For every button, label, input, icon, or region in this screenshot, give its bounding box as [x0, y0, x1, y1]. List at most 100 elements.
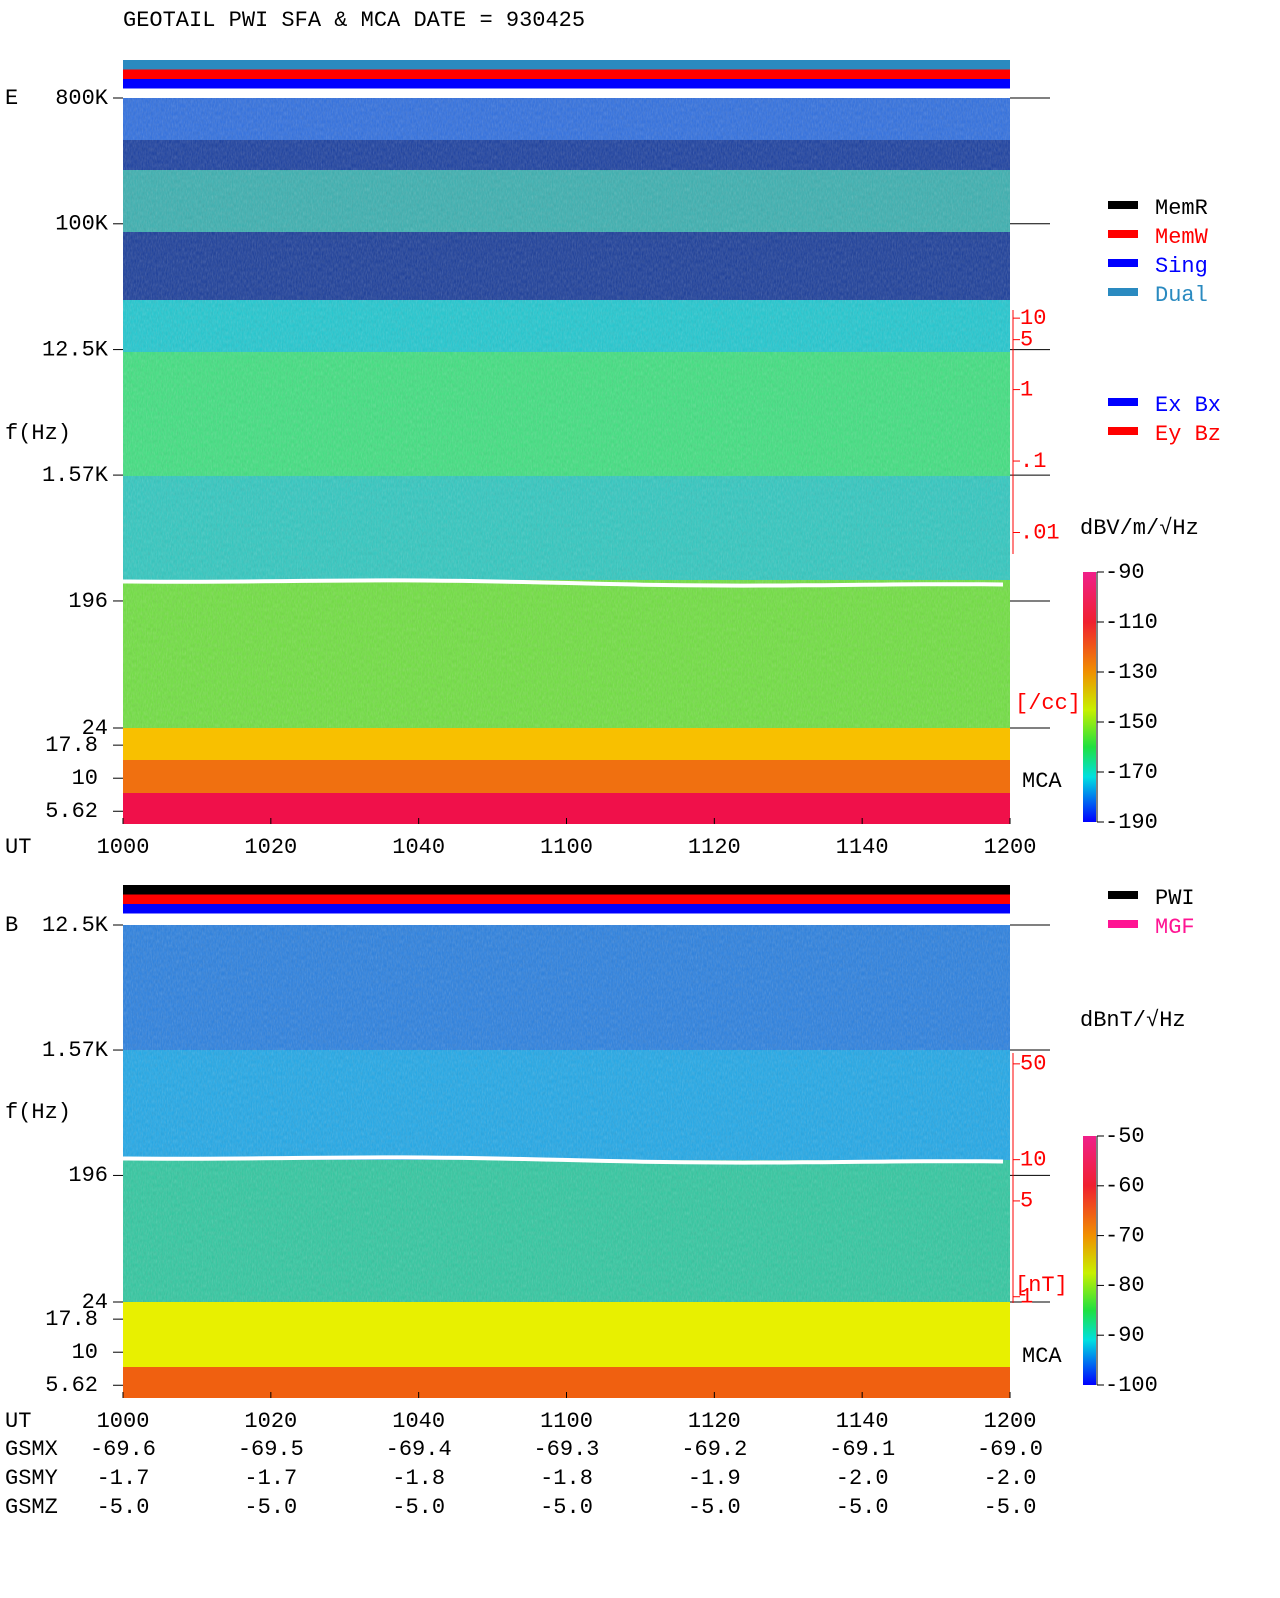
colorbar-tick-label: -190 — [1105, 810, 1158, 835]
mca-tick-label: 10 — [72, 766, 98, 791]
x-axis-label: UT — [5, 835, 31, 860]
colorbar-label: dBnT/√Hz — [1080, 1008, 1186, 1033]
y2-tick-label: 1 — [1020, 377, 1033, 402]
legend-swatch — [1108, 288, 1138, 296]
y-tick-label: 100K — [55, 212, 109, 237]
orbit-value: -1.7 — [244, 1466, 297, 1491]
colorbar-tick-label: -100 — [1105, 1373, 1158, 1398]
orbit-value: -5.0 — [836, 1495, 889, 1520]
orbit-value: -5.0 — [244, 1495, 297, 1520]
mca-tick-label: 10 — [72, 1340, 98, 1365]
x-tick-label: 1140 — [836, 1409, 889, 1434]
mca-tick-label: 5.62 — [45, 1373, 98, 1398]
y-tick-label: 12.5K — [42, 913, 109, 938]
orbit-value: -69.2 — [681, 1437, 747, 1462]
y-tick-label: 196 — [68, 589, 108, 614]
colorbar-tick-label: -90 — [1105, 1323, 1145, 1348]
plasma-line — [122, 1155, 1004, 1165]
mca-label: MCA — [1022, 1344, 1062, 1369]
orbit-label: GSMX — [5, 1437, 58, 1462]
orbit-value: -69.1 — [829, 1437, 895, 1462]
legend-label: MemW — [1155, 225, 1209, 250]
x-tick-label: 1120 — [688, 1409, 741, 1434]
colorbar-tick-label: -70 — [1105, 1223, 1145, 1248]
colorbar-label: dBV/m/√Hz — [1080, 516, 1199, 541]
spectrogram-band — [123, 728, 1010, 760]
spectrogram-band — [123, 1302, 1010, 1367]
y2-tick-label: 1 — [1020, 1285, 1033, 1310]
colorbar — [1083, 572, 1096, 822]
colorbar-tick-label: -90 — [1105, 560, 1145, 585]
orbit-value: -1.8 — [540, 1466, 593, 1491]
legend-swatch — [1108, 259, 1138, 267]
orbit-value: -1.9 — [688, 1466, 741, 1491]
x-axis-label: UT — [5, 1409, 31, 1434]
y-tick-label: 800K — [55, 86, 109, 111]
y-tick-label: 24 — [82, 716, 108, 741]
y-axis-label: f(Hz) — [5, 1100, 71, 1125]
status-bar — [123, 894, 1010, 904]
x-tick-label: 1000 — [97, 1409, 150, 1434]
orbit-value: -5.0 — [984, 1495, 1037, 1520]
status-bar — [123, 60, 1010, 70]
legend-label: Ex Bx — [1155, 393, 1221, 418]
x-tick-label: 1020 — [244, 1409, 297, 1434]
y-tick-label: 12.5K — [42, 337, 109, 362]
y2-tick-label: 10 — [1020, 306, 1046, 331]
legend-swatch — [1108, 427, 1138, 435]
colorbar-tick-label: -50 — [1105, 1124, 1145, 1149]
x-tick-label: 1200 — [984, 1409, 1037, 1434]
y2-tick-label: 5 — [1020, 1189, 1033, 1214]
y2-tick-label: 5 — [1020, 327, 1033, 352]
orbit-value: -5.0 — [392, 1495, 445, 1520]
orbit-value: -69.0 — [977, 1437, 1043, 1462]
colorbar-tick-label: -60 — [1105, 1174, 1145, 1199]
orbit-value: -2.0 — [836, 1466, 889, 1491]
status-bar — [123, 904, 1010, 914]
panel-label: B — [5, 913, 18, 938]
title: GEOTAIL PWI SFA & MCA DATE = 930425 — [123, 8, 585, 33]
legend-label: Dual — [1155, 283, 1208, 308]
colorbar — [1083, 1136, 1096, 1385]
x-tick-label: 1100 — [540, 1409, 593, 1434]
colorbar-tick-label: -130 — [1105, 660, 1158, 685]
x-tick-label: 1120 — [688, 835, 741, 860]
y2-tick-label: .01 — [1020, 520, 1060, 545]
mca-tick-label: 5.62 — [45, 799, 98, 824]
legend-label: MGF — [1155, 915, 1195, 940]
y-axis-label: f(Hz) — [5, 421, 71, 446]
orbit-value: -69.5 — [238, 1437, 304, 1462]
colorbar-tick-label: -170 — [1105, 760, 1158, 785]
legend-swatch — [1108, 201, 1138, 209]
legend-label: Sing — [1155, 254, 1208, 279]
status-bar — [123, 79, 1010, 89]
orbit-value: -69.4 — [386, 1437, 452, 1462]
spectrogram-texture — [123, 925, 1010, 1302]
orbit-value: -1.8 — [392, 1466, 445, 1491]
spectrogram-texture — [123, 98, 1010, 728]
y2-tick-label: .1 — [1020, 449, 1046, 474]
legend-swatch — [1108, 891, 1138, 899]
legend-label: PWI — [1155, 886, 1195, 911]
colorbar-tick-label: -110 — [1105, 610, 1158, 635]
y-tick-label: 1.57K — [42, 1038, 109, 1063]
orbit-value: -5.0 — [97, 1495, 150, 1520]
colorbar-tick-label: -150 — [1105, 710, 1158, 735]
legend-label: MemR — [1155, 196, 1208, 221]
legend-label: Ey Bz — [1155, 422, 1221, 447]
plasma-line — [122, 578, 1004, 588]
panel-label: E — [5, 86, 18, 111]
x-tick-label: 1200 — [984, 835, 1037, 860]
x-tick-label: 1040 — [392, 1409, 445, 1434]
orbit-value: -69.3 — [533, 1437, 599, 1462]
orbit-value: -1.7 — [97, 1466, 150, 1491]
y2-axis-label: [/cc] — [1015, 691, 1081, 716]
y2-axis-label: [nT] — [1015, 1273, 1068, 1298]
status-bar — [123, 885, 1010, 895]
legend-swatch — [1108, 920, 1138, 928]
status-bar — [123, 69, 1010, 79]
x-tick-label: 1000 — [97, 835, 150, 860]
orbit-label: GSMZ — [5, 1495, 58, 1520]
orbit-label: GSMY — [5, 1466, 58, 1491]
